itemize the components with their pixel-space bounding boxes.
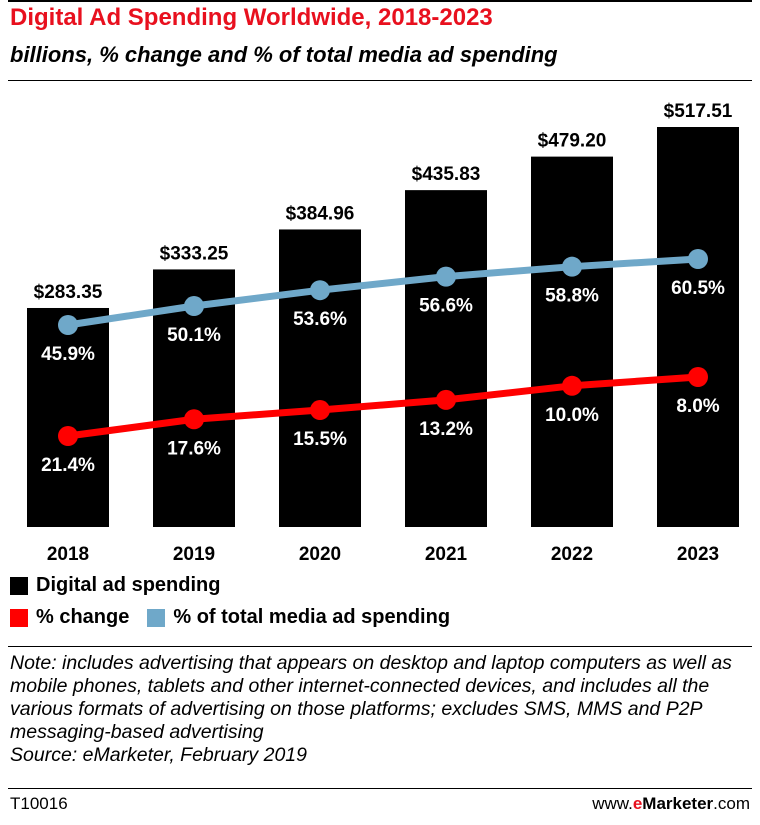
bar-2020 [279,229,361,527]
change-label-2021: 13.2% [419,419,473,440]
x-tick-2022: 2022 [551,544,593,565]
brand-marketer: Marketer [642,794,714,813]
note-text: Note: includes advertising that appears … [10,652,755,767]
note: Note: includes advertising that appears … [10,652,732,743]
legend-row-2: % change % of total media ad spending [10,606,468,629]
share-point-2023 [688,249,708,269]
share-line [64,255,702,329]
legend-item-spending: Digital ad spending [10,574,220,597]
change-point-2022 [562,375,582,396]
bar-2018 [27,307,109,527]
x-tick-2021: 2021 [425,544,468,565]
change-label-2023: 8.0% [676,396,719,417]
x-tick-2023: 2023 [677,544,719,565]
footer-divider [8,788,752,789]
share-label-2021: 56.6% [419,296,473,317]
bar-label-2021: $435.83 [412,164,481,185]
legend-label-change: % change [36,606,130,628]
chart-title: Digital Ad Spending Worldwide, 2018-2023 [10,4,493,31]
bar-2021 [405,190,487,527]
legend-swatch-spending [10,576,28,595]
share-label-2020: 53.6% [293,309,347,330]
x-tick-2018: 2018 [47,544,89,565]
x-tick-2019: 2019 [173,544,215,565]
share-point-2018 [58,315,78,335]
note-divider [8,646,752,647]
bar-label-2020: $384.96 [286,203,355,224]
change-label-2020: 15.5% [293,429,347,450]
share-point-2021 [436,266,456,287]
legend-row-1: Digital ad spending [10,574,238,597]
bars-layer [27,127,739,527]
change-line [64,373,702,440]
change-point-2023 [688,367,708,387]
brand-logo: www.eMarketer.com [592,794,750,814]
labels-layer: $283.35 2018 $333.25 2019 $384.96 2020 $435.83… [34,101,733,565]
share-point-2022 [562,256,582,277]
brand-e: e [632,794,643,813]
bar-2023 [657,127,739,527]
change-point-2018 [58,426,78,446]
chart-svg: $283.35 2018 $333.25 2019 $384.96 2020 $435.83… [27,101,739,565]
share-point-2019 [184,296,204,317]
bar-label-2023: $517.51 [664,101,733,122]
change-label-2022: 10.0% [545,405,599,426]
report-code: T10016 [10,794,68,813]
bar-label-2019: $333.25 [160,243,229,264]
x-tick-2020: 2020 [299,544,341,565]
header-divider [8,80,752,81]
bar-label-2022: $479.20 [538,131,607,152]
bar-label-2018: $283.35 [34,282,103,303]
source: Source: eMarketer, February 2019 [10,744,307,766]
legend-item-share: % of total media ad spending [147,606,450,629]
change-point-2019 [184,409,204,430]
change-label-2019: 17.6% [167,438,221,459]
legend-label-share: % of total media ad spending [173,606,451,628]
legend-swatch-change [10,608,28,627]
legend-item-change: % change [10,606,129,629]
bar-2022 [531,156,613,527]
top-rule [8,0,752,2]
legend-swatch-share [147,608,166,627]
brand-pre: www. [592,794,633,813]
chart-subtitle: billions, % change and % of total media … [10,42,558,67]
change-point-2020 [310,400,330,421]
share-label-2018: 45.9% [41,344,95,365]
lines-layer [58,249,708,446]
change-point-2021 [436,389,456,410]
share-label-2023: 60.5% [671,278,725,299]
share-label-2022: 58.8% [545,286,599,307]
change-label-2018: 21.4% [41,455,95,476]
share-label-2019: 50.1% [167,325,221,346]
share-point-2020 [310,280,330,301]
legend-label-spending: Digital ad spending [36,574,221,596]
brand-post: .com [713,794,750,813]
